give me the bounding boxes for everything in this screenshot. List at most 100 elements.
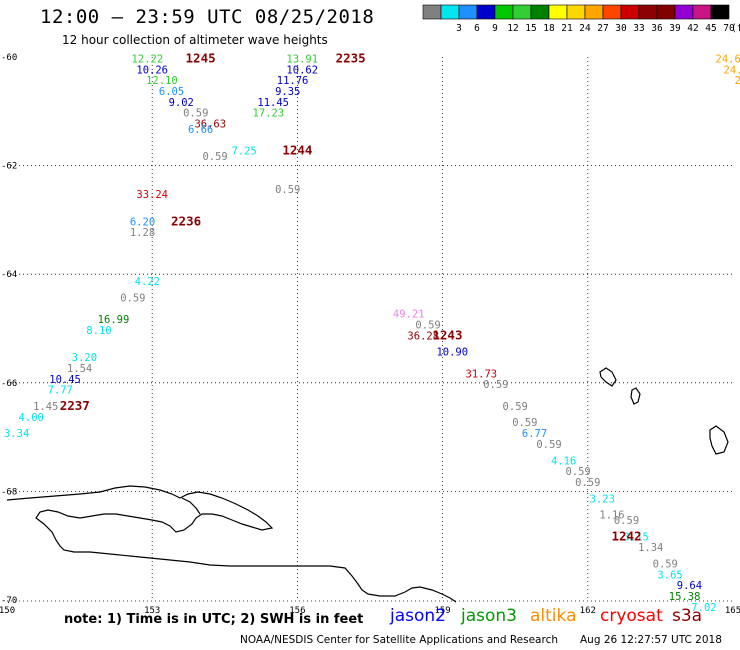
longitude-tick-label: 162: [580, 606, 596, 616]
wave-height-value: 1.54: [67, 363, 92, 375]
wave-height-value: 10.62: [286, 64, 318, 76]
wave-height-value: 0.59: [120, 292, 145, 304]
pass-time-label: 1244: [282, 143, 312, 158]
color-scale-swatch: [674, 4, 694, 20]
latitude-tick-label: -66: [1, 379, 17, 389]
wave-height-value: 3.20: [72, 352, 97, 364]
latitude-tick-label: -62: [1, 162, 17, 172]
lat-lon-grid: 150 153 156 159 162 165 -60 -62 -64 -66 -68 -70: [0, 53, 740, 616]
wave-height-value: 36.63: [194, 119, 226, 131]
antarctic-coastline: [6, 485, 457, 603]
wave-height-value: 0.59: [483, 379, 508, 391]
wave-height-value: 9.35: [275, 86, 300, 98]
wave-height-value: 6.66: [188, 124, 213, 136]
wave-height-value: 1.34: [638, 542, 663, 554]
longitude-tick-label: 150: [0, 606, 15, 616]
wave-height-value: 3.23: [590, 493, 615, 505]
wave-height-value: 10.90: [436, 347, 468, 359]
satellite-legend-jason3: jason3: [461, 606, 517, 626]
wave-height-value: 49.21: [393, 309, 425, 321]
color-scale-swatch: [638, 4, 658, 20]
satellite-legend-jason2: jason2: [390, 606, 446, 626]
island-1: [599, 367, 617, 387]
color-scale-swatch: [458, 4, 478, 20]
wave-height-value: 0.59: [275, 184, 300, 196]
pass-time-label: 2236: [171, 213, 201, 228]
footer-credit: NOAA/NESDIS Center for Satellite Applica…: [240, 634, 558, 646]
color-scale-label: 9: [492, 23, 498, 34]
wave-height-value: 17.23: [253, 108, 285, 120]
color-scale-swatch: [440, 4, 460, 20]
wave-height-value: 3.15: [624, 531, 649, 543]
color-scale-label: 45: [705, 23, 716, 34]
wave-height-value: 7.25: [232, 146, 257, 158]
wave-height-value: 8.10: [86, 325, 111, 337]
color-scale-label: 21: [561, 23, 573, 34]
wave-height-value: 24.6: [716, 53, 740, 65]
wave-height-value: 16.99: [98, 314, 130, 326]
wave-height-value: 24.: [724, 64, 740, 76]
wave-height-value: 0.59: [512, 417, 537, 429]
latitude-tick-label: -60: [1, 53, 17, 63]
footer-note: note: 1) Time is in UTC; 2) SWH is in fe…: [64, 612, 364, 627]
wave-height-value: 0.59: [653, 558, 678, 570]
wave-height-value: 3.34: [4, 428, 29, 440]
latitude-tick-label: -68: [1, 487, 17, 497]
color-scale-label: 27: [597, 23, 608, 34]
wave-height-value: 3.65: [657, 569, 682, 581]
longitude-tick-label: 159: [434, 606, 450, 616]
color-scale-swatch: [548, 4, 568, 20]
wave-height-value: 4.00: [19, 412, 44, 424]
wave-height-value: 10.26: [136, 64, 168, 76]
color-scale-swatch: [566, 4, 586, 20]
pass-time-label: 2237: [60, 398, 90, 413]
wave-height-value: 12.22: [132, 53, 164, 65]
wave-height-value: 11.76: [277, 75, 309, 87]
wave-height-value: 9.64: [677, 580, 702, 592]
wave-height-value: 6.05: [159, 86, 184, 98]
wave-height-value: 2: [735, 75, 740, 87]
color-scale-label: 15: [525, 23, 536, 34]
wave-height-value: 36.28: [407, 330, 439, 342]
color-scale-swatch: [476, 4, 496, 20]
map-subtitle: 12 hour collection of altimeter wave hei…: [62, 33, 328, 47]
longitude-tick-label: 156: [289, 606, 305, 616]
wave-height-value: 1.16: [599, 510, 624, 522]
color-scale-label: 33: [633, 23, 644, 34]
map-title: 12:00 – 23:59 UTC 08/25/2018: [40, 6, 375, 28]
color-scale-label: 24: [579, 23, 591, 34]
wave-height-value: 0.59: [614, 515, 639, 527]
wave-height-value: 7.77: [48, 385, 73, 397]
antarctic-coastline-cape: [181, 497, 201, 515]
satellite-legend-cryosat: cryosat: [600, 606, 663, 626]
color-scale-swatch: [602, 4, 622, 20]
wave-height-value: 6.77: [522, 428, 547, 440]
wave-height-value: 0.59: [183, 108, 208, 120]
wave-height-value: 11.45: [257, 97, 289, 109]
wave-height-value: 4.22: [135, 276, 160, 288]
wave-height-value: 13.91: [286, 53, 318, 65]
wave-height-value: 0.59: [503, 401, 528, 413]
wave-height-value: 0.59: [536, 439, 561, 451]
wave-height-value: 10.45: [49, 374, 81, 386]
satellite-legend-s3a: s3a: [672, 606, 703, 626]
wave-height-value: 9.02: [169, 97, 194, 109]
color-scale-label: 42: [687, 23, 698, 34]
color-scale-label: 18: [543, 23, 555, 34]
color-scale-label: 30: [615, 23, 627, 34]
longitude-tick-label: 153: [144, 606, 160, 616]
latitude-tick-label: -64: [1, 270, 17, 280]
wave-height-value: 1.45: [33, 401, 58, 413]
color-scale-label: 6: [474, 23, 480, 34]
island-2: [630, 387, 641, 405]
island-3: [709, 425, 729, 455]
coastline: [6, 367, 729, 603]
color-scale-swatch: [620, 4, 640, 20]
wave-height-value: 31.73: [466, 368, 498, 380]
latitude-tick-label: -70: [1, 596, 17, 606]
pass-time-label: 1242: [611, 528, 641, 543]
wave-height-value: 4.16: [551, 455, 576, 467]
